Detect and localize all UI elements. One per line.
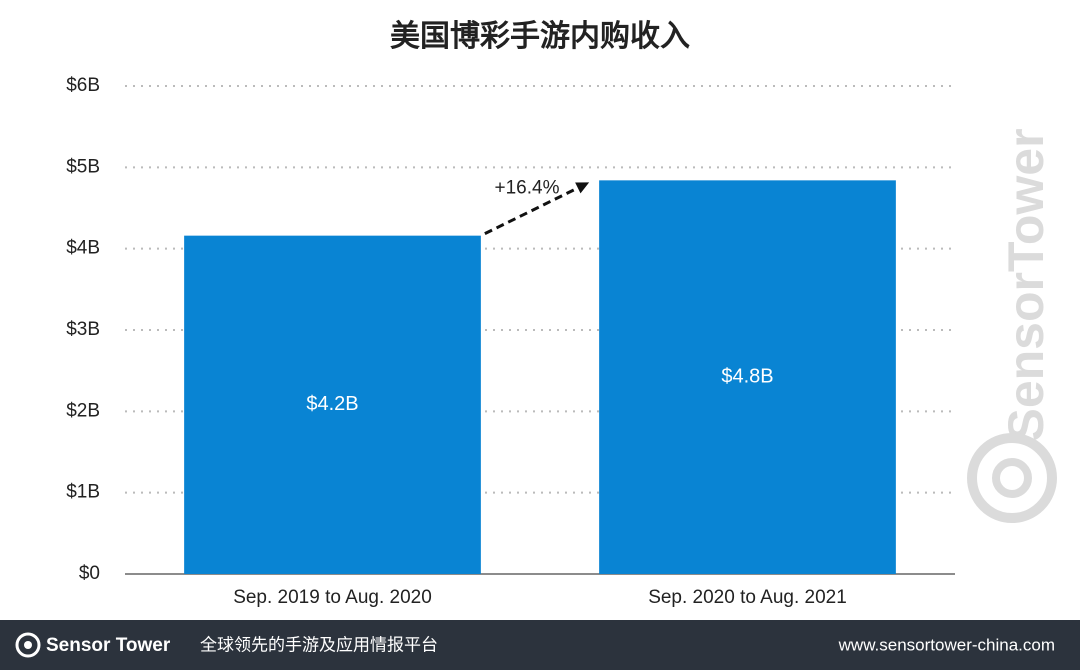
footer-url: www.sensortower-china.com (838, 635, 1055, 654)
annotation-arrow (484, 185, 582, 235)
value-label: $4.2B (306, 393, 358, 415)
bar (184, 235, 481, 575)
chart-title: 美国博彩手游内购收入 (390, 19, 690, 53)
footer-tagline: 全球领先的手游及应用情报平台 (200, 635, 438, 654)
watermark-logo (992, 458, 1032, 498)
value-label: $4.8B (721, 365, 773, 387)
y-tick-label: $6B (66, 75, 100, 96)
watermark: SensorTower (967, 128, 1057, 523)
y-tick-label: $4B (66, 238, 100, 259)
y-tick-label: $1B (66, 482, 100, 503)
bar (599, 180, 896, 574)
footer-logo (15, 632, 41, 658)
y-tick-label: $2B (66, 400, 100, 421)
footer-brand: Sensor Tower (46, 635, 171, 656)
annotation-arrowhead (575, 182, 590, 194)
footer-bar (0, 620, 1080, 670)
x-tick-label: Sep. 2019 to Aug. 2020 (233, 587, 432, 608)
watermark-logo (967, 433, 1057, 523)
watermark-text: SensorTower (998, 128, 1054, 441)
y-tick-label: $5B (66, 156, 100, 177)
annotation: +16.4% (495, 177, 560, 198)
footer-logo (24, 641, 32, 649)
x-tick-label: Sep. 2020 to Aug. 2021 (648, 587, 847, 608)
y-tick-label: $3B (66, 319, 100, 340)
y-tick-label: $0 (79, 563, 100, 584)
